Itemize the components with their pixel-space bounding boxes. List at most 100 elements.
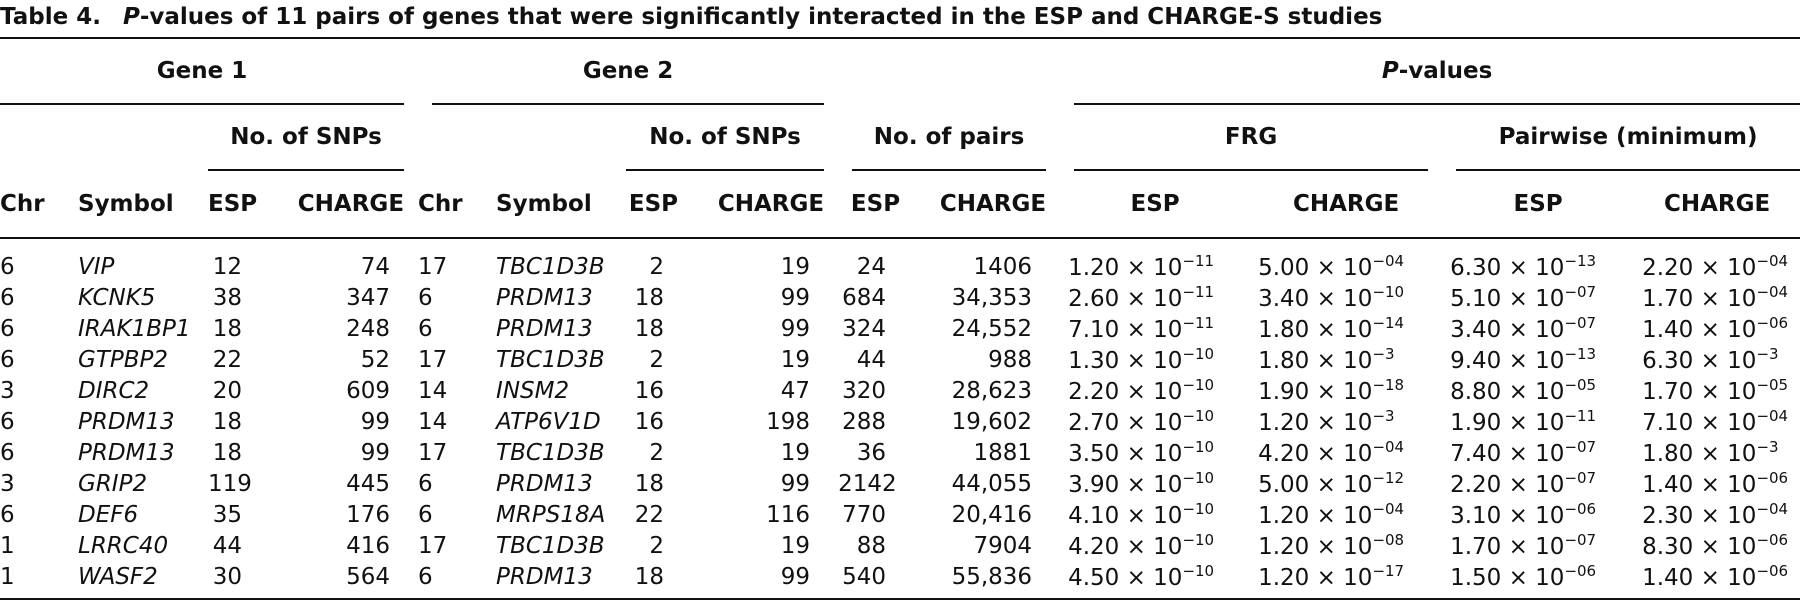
table-cell: 564 [270,561,419,600]
table-cell: 6 [418,284,433,311]
gene-symbol: PRDM13 [496,470,593,497]
gene-symbol: LRRC40 [78,532,169,559]
p-value-base: 1.20 × 10 [1258,503,1373,529]
p-value-base: 1.20 × 10 [1258,534,1373,560]
p-value-cell: 1.70 × 10−05 [1634,375,1800,406]
p-value-base: 5.00 × 10 [1258,472,1373,498]
p-value-cell: 4.50 × 10−10 [1060,561,1251,600]
p-value-exponent: −12 [1372,469,1405,487]
table-row: 1 LRRC40 44 416 17 TBC1D3B 2 19 88 7904 4.20 × 10−… [0,530,1800,561]
p-value-exponent: −10 [1182,438,1215,456]
table-body: 6 VIP 12 74 17 TBC1D3B 2 19 24 1406 1.20 × 10−11 5.… [0,238,1800,600]
group-header: Gene 1 [0,39,405,105]
gene-symbol: PRDM13 [78,408,175,435]
p-value-exponent: −10 [1182,345,1215,363]
p-value-base: 7.10 × 10 [1642,410,1757,436]
table-cell: 17 [418,253,448,280]
table-cell: 7904 [973,532,1033,559]
table-cell: 18 [212,408,242,435]
table-cell: 28,623 [951,377,1033,404]
p-value-exponent: −04 [1756,407,1789,425]
table-cell: 6 [0,439,15,466]
p-value-base: 1.70 × 10 [1450,534,1565,560]
p-value-exponent: −04 [1756,283,1789,301]
p-value-exponent: −14 [1372,314,1405,332]
table-cell: 6 [0,501,15,528]
gene-symbol: PRDM13 [496,284,593,311]
table-cell: 6 [0,253,15,280]
table-cell: 6 [0,346,15,373]
table-cell: 99 [360,408,391,435]
p-value-cell: 6.30 × 10−13 [1442,238,1634,282]
table-cell: 445 [346,470,391,497]
table-caption: Table 4. P-values of 11 pairs of genes th… [0,0,1800,39]
table-cell: 22 [634,501,665,528]
table-cell: 540 [838,561,915,600]
gene-symbol: GRIP2 [78,470,148,497]
p-value-base: 1.20 × 10 [1258,410,1373,436]
p-value-exponent: −06 [1564,500,1597,518]
table-cell: 14 [418,408,448,435]
column-header: ESP [1442,171,1635,239]
p-value-exponent: −10 [1372,283,1405,301]
p-value-cell: 6.30 × 10−3 [1634,344,1800,375]
table-cell: 18 [212,439,242,466]
p-value-cell: 1.50 × 10−06 [1442,561,1635,600]
p-value-base: 6.30 × 10 [1642,348,1757,374]
table-cell: 324 [842,315,887,342]
p-value-base: 1.40 × 10 [1642,317,1757,343]
subgroup-header: Pairwise (minimum) [1456,105,1800,171]
table-row: 6 VIP 12 74 17 TBC1D3B 2 19 24 1406 1.20 × 10−11 5.… [0,238,1800,282]
p-value-base: 8.30 × 10 [1642,534,1757,560]
table-cell: 770 [842,501,887,528]
p-value-exponent: −04 [1756,500,1789,518]
gene-symbol: GTPBP2 [78,346,169,373]
p-value-base: 5.00 × 10 [1258,255,1373,281]
p-value-base: 1.40 × 10 [1642,565,1757,591]
caption-text: -values of 11 pairs of genes that were s… [139,4,1383,30]
p-value-base: 2.30 × 10 [1642,503,1757,529]
p-value-base: 3.50 × 10 [1068,441,1183,467]
table-cell: 44,055 [951,470,1033,497]
p-value-cell: 1.20 × 10−04 [1250,499,1442,530]
header-row: Gene 1 Gene 2 P-values [0,39,1800,105]
gene-symbol: PRDM13 [486,561,627,600]
column-header: ESP [208,171,270,239]
p-value-exponent: −11 [1564,407,1597,425]
p-value-cell: 5.00 × 10−12 [1250,468,1442,499]
p-value-exponent: −06 [1756,469,1789,487]
p-value-cell: 1.30 × 10−10 [1060,344,1250,375]
group-header: P-values [1074,39,1800,105]
p-value-base: 7.40 × 10 [1450,441,1565,467]
p-value-base: 4.10 × 10 [1068,503,1183,529]
table-cell: 609 [346,377,391,404]
table-cell: 119 [208,470,252,497]
table-row: 3 DIRC2 20 609 14 INSM2 16 47 320 28,623 2.20 × 10… [0,375,1800,406]
table-cell: 1881 [973,439,1033,466]
table-cell: 248 [346,315,391,342]
group-header: Gene 2 [432,39,825,105]
gene-symbol: DEF6 [78,501,139,528]
p-value-exponent: −04 [1372,438,1405,456]
gene-symbol: TBC1D3B [496,346,605,373]
table-row: 6 PRDM13 18 99 14 ATP6V1D 16 198 288 19,602 2.70 ×… [0,406,1800,437]
table-cell: 99 [780,470,811,497]
p-value-cell: 3.90 × 10−10 [1060,468,1250,499]
table-cell: 20 [212,377,242,404]
table-cell: 44 [856,346,887,373]
p-value-cell: 2.20 × 10−10 [1060,375,1250,406]
p-value-base: 1.80 × 10 [1258,348,1373,374]
table-cell: 24 [856,253,887,280]
table-cell: 6 [0,284,15,311]
table-cell: 684 [842,284,887,311]
p-value-base: 2.20 × 10 [1450,472,1565,498]
table-cell: 99 [780,284,811,311]
p-value-cell: 1.20 × 10−3 [1250,406,1442,437]
p-value-cell: 1.80 × 10−3 [1634,437,1800,468]
p-value-base: 1.80 × 10 [1642,441,1757,467]
subgroup-header: No. of SNPs [208,105,405,171]
table-cell: 320 [842,377,887,404]
p-value-cell: 2.70 × 10−10 [1060,406,1250,437]
table-cell: 24,552 [951,315,1033,342]
